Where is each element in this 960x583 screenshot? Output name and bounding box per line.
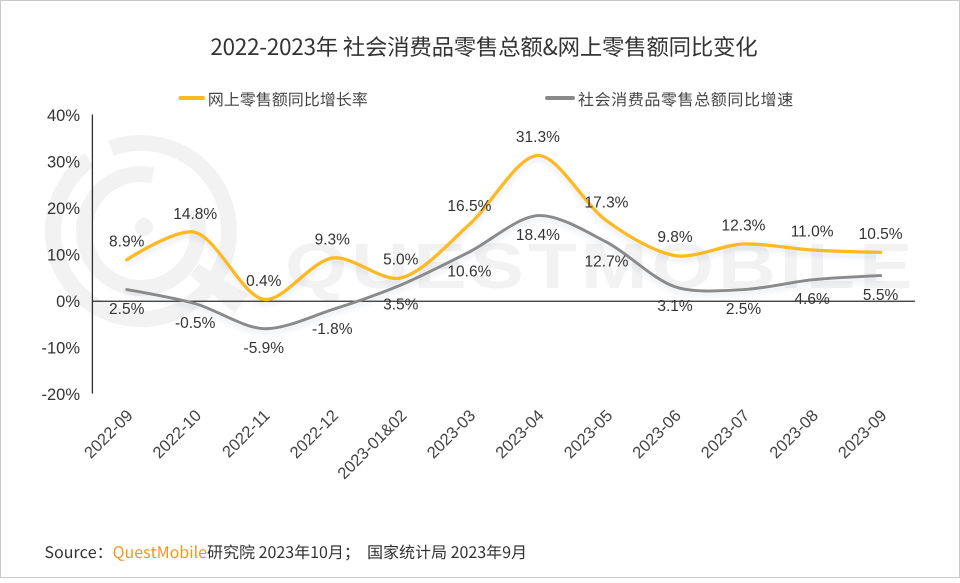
svg-text:12.7%: 12.7% [585, 254, 629, 271]
svg-text:2.5%: 2.5% [109, 301, 145, 318]
svg-text:9.3%: 9.3% [315, 232, 351, 249]
svg-text:18.4%: 18.4% [516, 227, 560, 244]
svg-text:11.0%: 11.0% [791, 224, 834, 241]
svg-text:10%: 10% [47, 247, 80, 265]
svg-text:5.0%: 5.0% [383, 252, 419, 269]
svg-text:12.3%: 12.3% [722, 218, 766, 235]
svg-text:40%: 40% [47, 107, 80, 125]
svg-text:14.8%: 14.8% [173, 206, 217, 223]
svg-text:0.4%: 0.4% [246, 273, 282, 290]
svg-text:9.8%: 9.8% [657, 229, 693, 246]
svg-text:5.5%: 5.5% [863, 287, 899, 304]
svg-text:3.1%: 3.1% [657, 298, 693, 315]
svg-text:30%: 30% [47, 153, 80, 171]
svg-text:-20%: -20% [41, 386, 80, 404]
svg-text:2.5%: 2.5% [726, 301, 762, 318]
svg-text:10.5%: 10.5% [859, 226, 903, 243]
svg-text:-10%: -10% [41, 340, 80, 358]
svg-text:20%: 20% [47, 200, 80, 218]
svg-text:4.6%: 4.6% [794, 291, 830, 308]
svg-text:16.5%: 16.5% [447, 198, 491, 215]
svg-text:31.3%: 31.3% [516, 129, 560, 146]
svg-text:-0.5%: -0.5% [175, 315, 216, 332]
svg-text:8.9%: 8.9% [109, 233, 145, 250]
svg-text:-1.8%: -1.8% [312, 321, 353, 338]
svg-text:10.6%: 10.6% [447, 263, 491, 280]
svg-text:17.3%: 17.3% [585, 194, 629, 211]
svg-text:0%: 0% [56, 293, 80, 311]
svg-text:-5.9%: -5.9% [244, 340, 285, 357]
svg-text:3.5%: 3.5% [383, 296, 419, 313]
